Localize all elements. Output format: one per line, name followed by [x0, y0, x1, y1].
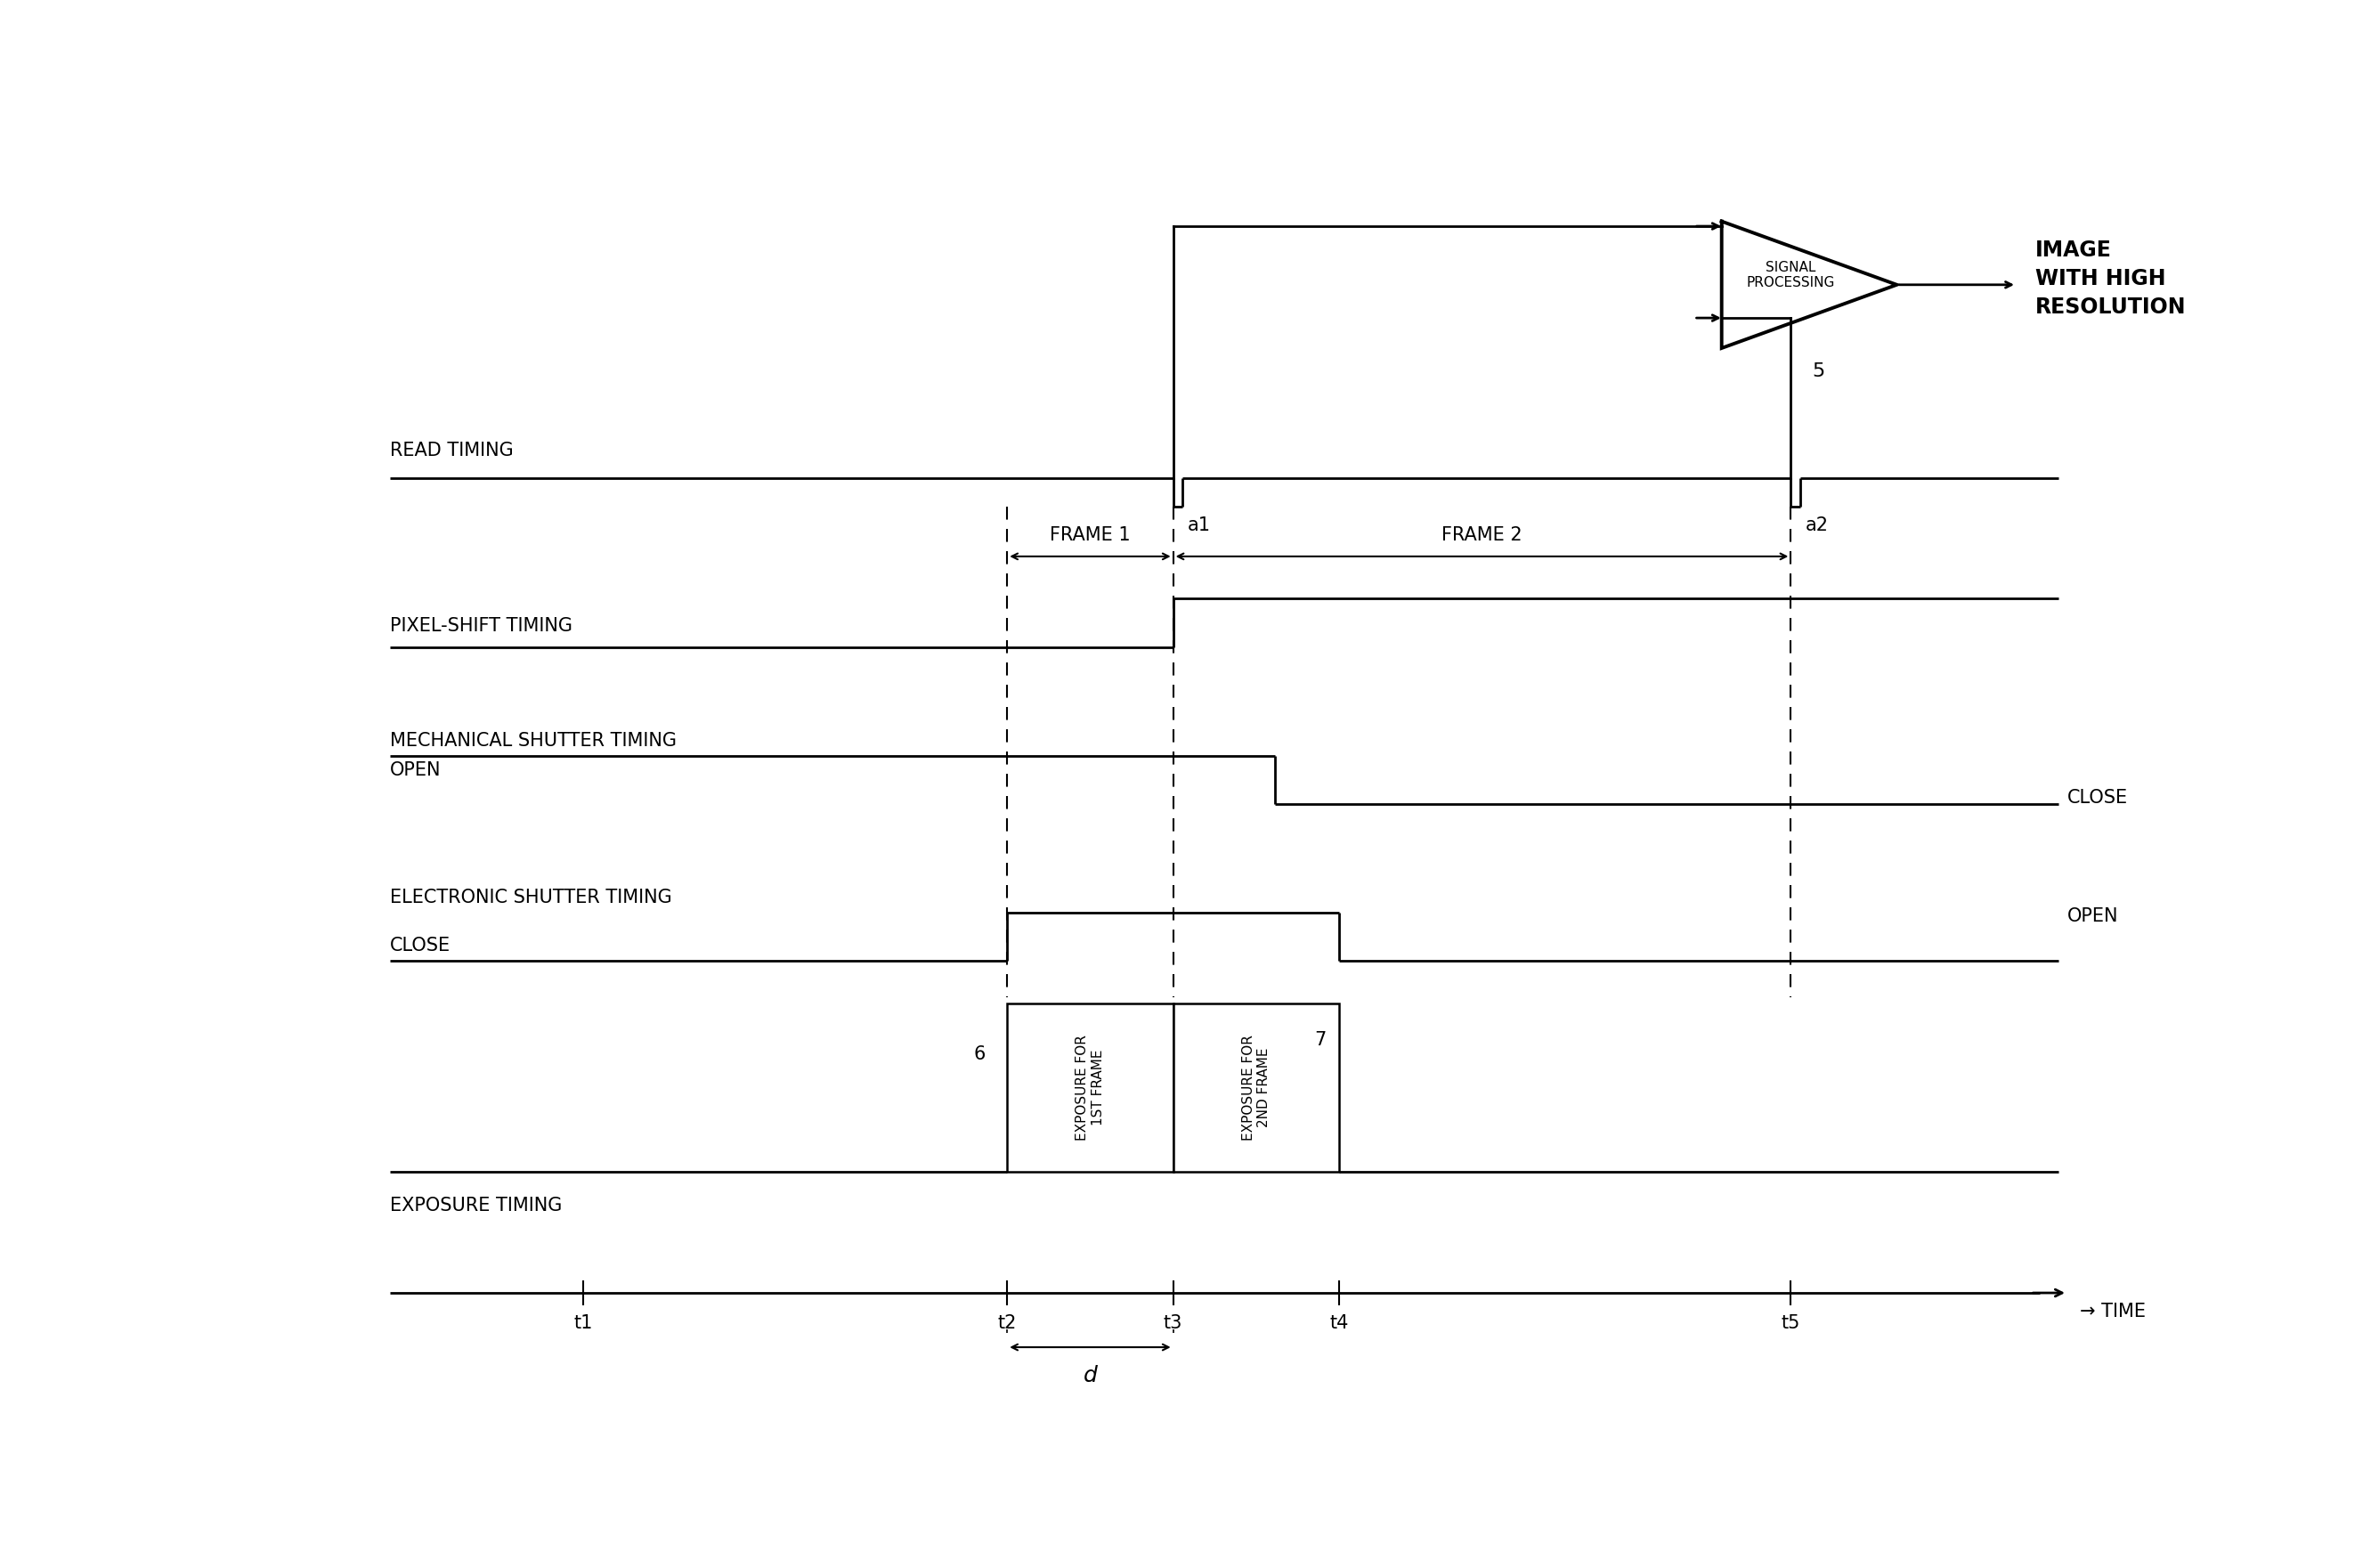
Text: IMAGE
WITH HIGH
RESOLUTION: IMAGE WITH HIGH RESOLUTION: [2034, 240, 2186, 318]
Text: t3: t3: [1163, 1314, 1182, 1333]
Text: OPEN: OPEN: [390, 762, 440, 779]
Text: EXPOSURE FOR
1ST FRAME: EXPOSURE FOR 1ST FRAME: [1075, 1035, 1104, 1140]
Text: READ TIMING: READ TIMING: [390, 442, 514, 459]
Text: t5: t5: [1782, 1314, 1801, 1333]
Text: 5: 5: [1813, 362, 1825, 381]
Text: PIXEL-SHIFT TIMING: PIXEL-SHIFT TIMING: [390, 618, 571, 635]
Text: OPEN: OPEN: [2067, 908, 2120, 925]
Text: CLOSE: CLOSE: [2067, 789, 2127, 808]
Text: → TIME: → TIME: [2079, 1303, 2146, 1320]
Text: SIGNAL
PROCESSING: SIGNAL PROCESSING: [1746, 260, 1834, 290]
Text: EXPOSURE FOR
2ND FRAME: EXPOSURE FOR 2ND FRAME: [1242, 1035, 1270, 1140]
Text: 6: 6: [973, 1044, 985, 1063]
Text: a1: a1: [1187, 516, 1211, 535]
Text: 7: 7: [1313, 1032, 1325, 1049]
Text: d: d: [1082, 1366, 1097, 1386]
Bar: [1173, 1004, 1339, 1173]
Text: a2: a2: [1806, 516, 1829, 535]
Text: t4: t4: [1330, 1314, 1349, 1333]
Text: FRAME 1: FRAME 1: [1049, 527, 1130, 544]
Text: FRAME 2: FRAME 2: [1442, 527, 1523, 544]
Text: t1: t1: [573, 1314, 592, 1333]
Text: ELECTRONIC SHUTTER TIMING: ELECTRONIC SHUTTER TIMING: [390, 889, 671, 906]
Bar: [1006, 1004, 1173, 1173]
Text: MECHANICAL SHUTTER TIMING: MECHANICAL SHUTTER TIMING: [390, 732, 676, 750]
Text: t2: t2: [997, 1314, 1016, 1333]
Text: CLOSE: CLOSE: [390, 938, 450, 955]
Text: EXPOSURE TIMING: EXPOSURE TIMING: [390, 1196, 561, 1214]
